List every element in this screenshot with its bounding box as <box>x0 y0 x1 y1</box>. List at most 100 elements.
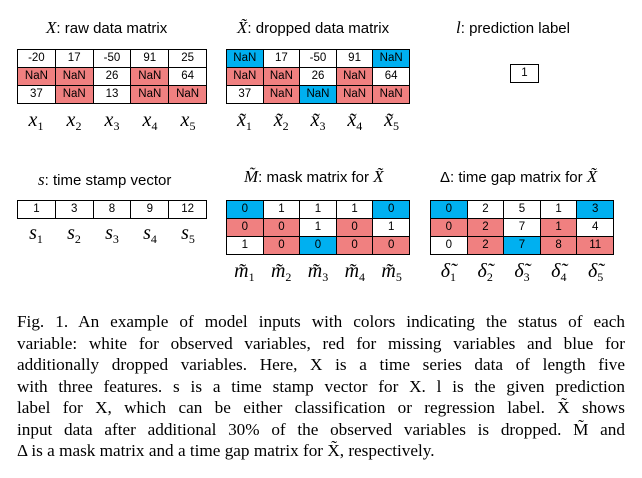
matrix-cell: 1 <box>17 200 56 219</box>
matrix-row: NaN NaN 26 NaN 64 <box>17 67 207 86</box>
column-label: δ̃3 <box>514 260 530 284</box>
matrix-cell: 1 <box>299 218 337 237</box>
matrix-cell: 1 <box>539 200 578 219</box>
column-label: s1 <box>29 222 43 246</box>
matrix-cell: 2 <box>466 218 505 237</box>
mask-matrix-title: M̃: mask matrix for X̃ <box>244 167 384 186</box>
column-label: s5 <box>181 222 195 246</box>
column-label: s4 <box>143 222 157 246</box>
matrix-cell: NaN <box>262 67 301 86</box>
matrix-row: NaN NaN 26 NaN 64 <box>226 67 410 86</box>
matrix-cell: 91 <box>130 49 170 68</box>
caption-line: variable: white for observed variables, … <box>17 333 625 353</box>
matrix-cell: 0 <box>372 236 410 255</box>
matrix-cell: 1 <box>372 218 410 237</box>
matrix-row: -20 17 -50 91 25 <box>17 49 207 68</box>
column-label: x5 <box>180 109 196 133</box>
caption-line: with three features. s is a time stamp v… <box>17 376 625 396</box>
matrix-cell: NaN <box>335 85 374 104</box>
matrix-cell: -20 <box>17 49 56 68</box>
matrix-cell: 17 <box>262 49 301 68</box>
matrix-cell: NaN <box>130 85 170 104</box>
caption-line: additionally dropped variables. Here, X … <box>17 355 625 374</box>
matrix-row: NaN 17 -50 91 NaN <box>226 49 410 68</box>
time-gap-column-labels: δ̃1 δ̃2 δ̃3 δ̃4 δ̃5 <box>430 260 614 284</box>
matrix-cell: -50 <box>92 49 132 68</box>
matrix-cell: 5 <box>503 200 541 219</box>
matrix-row: 1 <box>510 64 539 83</box>
column-label: x̃5 <box>384 109 400 133</box>
matrix-cell: 0 <box>335 236 374 255</box>
raw-data-column-labels: x1 x2 x3 x4 x5 <box>17 109 207 133</box>
matrix-cell: NaN <box>130 67 170 86</box>
matrix-cell: NaN <box>17 67 56 86</box>
matrix-cell: 0 <box>430 200 468 219</box>
column-label: x3 <box>104 109 120 133</box>
matrix-cell: 2 <box>466 200 505 219</box>
matrix-cell: 3 <box>576 200 614 219</box>
matrix-cell: 91 <box>335 49 374 68</box>
column-label: x̃3 <box>310 109 326 133</box>
matrix-cell: 11 <box>576 236 614 255</box>
matrix-cell: NaN <box>226 49 264 68</box>
matrix-cell: NaN <box>54 85 94 104</box>
matrix-cell: 7 <box>503 236 541 255</box>
timestamp-labels: s1 s2 s3 s4 s5 <box>17 222 207 246</box>
column-label: δ̃1 <box>440 260 457 284</box>
matrix-cell: 37 <box>226 85 264 104</box>
dropped-data-title: X̃: dropped data matrix <box>237 18 390 37</box>
matrix-cell: 7 <box>503 218 541 237</box>
matrix-cell: NaN <box>262 85 301 104</box>
timestamp-vector: 1 3 8 9 12 <box>17 200 207 219</box>
column-label: δ̃4 <box>551 260 567 284</box>
matrix-row: 37 NaN 13 NaN NaN <box>17 85 207 104</box>
matrix-cell: 0 <box>262 236 301 255</box>
timestamp-title: s: time stamp vector <box>38 170 172 189</box>
matrix-cell: 0 <box>299 236 337 255</box>
mask-matrix-column-labels: m̃1 m̃2 m̃3 m̃4 m̃5 <box>226 260 410 284</box>
matrix-cell: 64 <box>168 67 207 86</box>
raw-data-matrix: -20 17 -50 91 25 NaN NaN 26 NaN 64 37 NaN 13 NaN NaN <box>17 49 207 104</box>
column-label: δ̃5 <box>587 260 604 284</box>
matrix-cell: NaN <box>372 49 410 68</box>
matrix-cell: 8 <box>539 236 578 255</box>
column-label: m̃1 <box>234 260 255 284</box>
column-label: m̃3 <box>307 260 329 284</box>
matrix-cell: 8 <box>92 200 132 219</box>
matrix-cell: 9 <box>130 200 170 219</box>
matrix-cell: 13 <box>92 85 132 104</box>
matrix-cell: 17 <box>54 49 94 68</box>
matrix-cell: NaN <box>335 67 374 86</box>
matrix-cell: 26 <box>92 67 132 86</box>
time-gap-title: Δ: time gap matrix for X̃ <box>440 167 598 186</box>
caption-line: input data after additional 30% of the o… <box>17 419 625 439</box>
column-label: x1 <box>28 109 44 133</box>
column-label: δ̃2 <box>477 260 493 284</box>
column-label: x̃4 <box>347 109 363 133</box>
matrix-cell: 1 <box>226 236 264 255</box>
matrix-cell: 12 <box>168 200 207 219</box>
matrix-cell: 1 <box>262 200 301 219</box>
matrix-cell: 1 <box>510 64 539 83</box>
column-label: x̃2 <box>273 109 289 133</box>
caption-line: Δ is a mask matrix and a time gap matrix… <box>17 441 435 460</box>
column-label: x4 <box>142 109 158 133</box>
matrix-cell: 2 <box>466 236 505 255</box>
matrix-row: 1 3 8 9 12 <box>17 200 207 219</box>
caption-line: Fig. 1. An example of model inputs with … <box>17 312 625 331</box>
column-label: s2 <box>67 222 81 246</box>
column-label: s3 <box>105 222 119 246</box>
time-gap-matrix: 0 2 5 1 3 0 2 7 1 4 0 2 7 8 11 <box>430 200 614 255</box>
dropped-data-column-labels: x̃1 x̃2 x̃3 x̃4 x̃5 <box>226 109 410 133</box>
column-label: x2 <box>66 109 82 133</box>
column-label: m̃4 <box>344 260 366 284</box>
matrix-cell: -50 <box>299 49 337 68</box>
matrix-cell: 3 <box>54 200 94 219</box>
matrix-cell: 0 <box>335 218 374 237</box>
matrix-cell: 1 <box>539 218 578 237</box>
